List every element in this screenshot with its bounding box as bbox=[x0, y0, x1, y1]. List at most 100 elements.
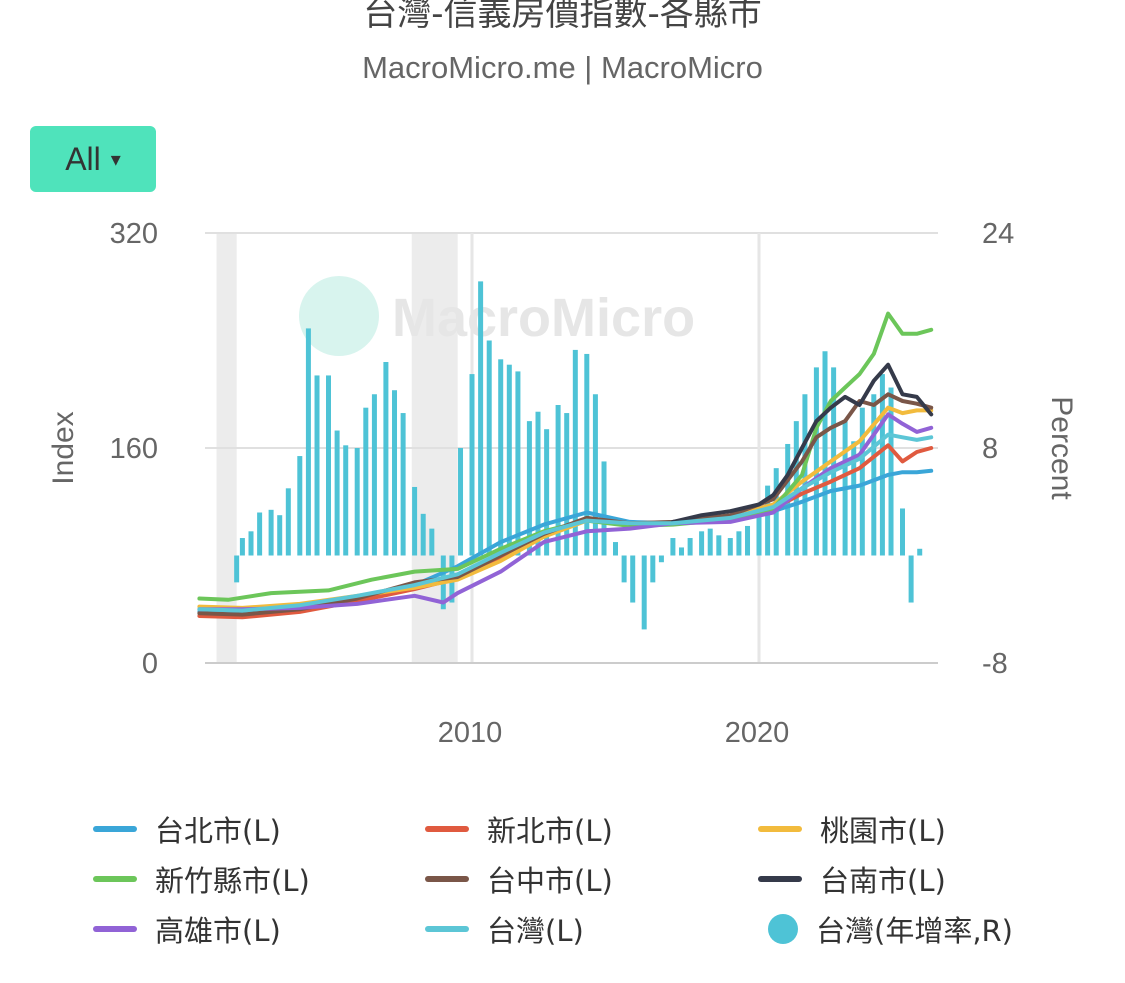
yoy-bar bbox=[277, 515, 283, 556]
yoy-bar bbox=[592, 394, 598, 556]
chart-subtitle: MacroMicro.me | MacroMicro bbox=[362, 50, 763, 85]
yoy-bar bbox=[486, 340, 492, 556]
right-axis-title: Percent bbox=[1045, 396, 1078, 500]
legend-line-icon bbox=[425, 826, 469, 832]
yoy-bar bbox=[234, 555, 240, 583]
yoy-bar bbox=[334, 430, 340, 556]
series-line-tainan bbox=[670, 362, 934, 524]
yoy-bar bbox=[420, 513, 426, 556]
right-tick-label: 24 bbox=[982, 218, 1014, 250]
yoy-bar bbox=[584, 353, 590, 556]
yoy-bar bbox=[908, 555, 914, 603]
legend-item-taoyuan[interactable]: 桃園市(L) bbox=[758, 808, 946, 850]
range-select-button[interactable]: All ▾ bbox=[30, 126, 156, 192]
legend-label: 新北市(L) bbox=[487, 814, 613, 848]
legend-item-taiwan[interactable]: 台灣(L) bbox=[425, 908, 584, 950]
yoy-bar bbox=[268, 509, 274, 556]
yoy-bar bbox=[343, 445, 349, 556]
right-tick-label: -8 bbox=[982, 648, 1008, 680]
series-line-taiwan bbox=[197, 432, 934, 613]
yoy-bar bbox=[257, 512, 263, 556]
left-tick-label: 320 bbox=[110, 218, 158, 250]
yoy-bar bbox=[716, 535, 722, 556]
index-lines bbox=[197, 311, 934, 620]
yoy-bar bbox=[621, 555, 627, 583]
legend-label: 台灣(L) bbox=[487, 914, 584, 948]
yoy-bar bbox=[658, 555, 664, 563]
legend-label: 台南市(L) bbox=[820, 864, 946, 898]
range-select-label: All bbox=[65, 140, 101, 177]
legend-item-new_taipei[interactable]: 新北市(L) bbox=[425, 808, 613, 850]
chart-legend: 台北市(L) 新北市(L) 桃園市(L) 新竹縣市(L) 台中市(L) 台南市(L) 高雄市… bbox=[0, 800, 1125, 970]
yoy-bar bbox=[670, 538, 676, 556]
legend-item-taipei[interactable]: 台北市(L) bbox=[93, 808, 281, 850]
chevron-down-icon: ▾ bbox=[110, 148, 121, 171]
yoy-bar bbox=[813, 367, 819, 556]
yoy-bar bbox=[239, 538, 245, 556]
yoy-bar bbox=[822, 351, 828, 556]
legend-line-icon bbox=[93, 926, 137, 932]
yoy-bar bbox=[544, 429, 550, 556]
yoy-bar bbox=[354, 448, 360, 556]
yoy-bar bbox=[630, 555, 636, 603]
yoy-bar bbox=[707, 528, 713, 556]
yoy-bar bbox=[650, 555, 656, 583]
yoy-bar bbox=[400, 413, 406, 556]
yoy-bar bbox=[429, 528, 435, 556]
legend-item-kaohsiung[interactable]: 高雄市(L) bbox=[93, 908, 281, 950]
yoy-bar bbox=[371, 394, 377, 556]
yoy-bar bbox=[498, 359, 504, 556]
yoy-bar bbox=[248, 531, 254, 556]
yoy-bar bbox=[412, 486, 418, 556]
yoy-bar bbox=[478, 281, 484, 556]
yoy-bar bbox=[917, 548, 923, 556]
series-line-kaohsiung bbox=[197, 412, 934, 612]
legend-label: 台北市(L) bbox=[155, 814, 281, 848]
yoy-bar bbox=[469, 374, 475, 556]
yoy-bar bbox=[526, 421, 532, 556]
legend-item-taichung[interactable]: 台中市(L) bbox=[425, 858, 613, 900]
legend-line-icon bbox=[93, 826, 137, 832]
yoy-bar bbox=[506, 364, 512, 556]
yoy-bar bbox=[535, 411, 541, 556]
yoy-bar bbox=[601, 461, 607, 556]
legend-line-icon bbox=[93, 876, 137, 882]
legend-line-icon bbox=[758, 876, 802, 882]
yoy-bar bbox=[802, 394, 808, 556]
yoy-bar bbox=[859, 407, 865, 556]
yoy-bar bbox=[900, 508, 905, 556]
yoy-bar bbox=[326, 375, 331, 556]
yoy-bar bbox=[383, 362, 389, 556]
yoy-bar bbox=[314, 375, 320, 556]
yoy-bar bbox=[285, 488, 291, 556]
legend-line-icon bbox=[425, 876, 469, 882]
yoy-bar bbox=[871, 394, 877, 556]
legend-label: 高雄市(L) bbox=[155, 914, 281, 948]
yoy-bar bbox=[687, 538, 693, 556]
legend-item-hsinchu[interactable]: 新竹縣市(L) bbox=[93, 858, 310, 900]
legend-item-yoy[interactable]: 台灣(年增率,R) bbox=[758, 908, 1013, 950]
yoy-bar bbox=[515, 371, 521, 556]
legend-label: 台中市(L) bbox=[487, 864, 613, 898]
legend-label: 台灣(年增率,R) bbox=[816, 914, 1013, 948]
yoy-bar bbox=[879, 374, 885, 556]
yoy-bar bbox=[458, 448, 464, 556]
legend-dot-icon bbox=[768, 914, 798, 944]
yoy-bar bbox=[613, 542, 618, 556]
chart-title: 台灣-信義房價指數-各縣市 bbox=[363, 0, 762, 34]
legend-item-tainan[interactable]: 台南市(L) bbox=[758, 858, 946, 900]
legend-label: 新竹縣市(L) bbox=[155, 864, 310, 898]
left-tick-label: 160 bbox=[110, 433, 158, 465]
chart-canvas: MacroMicro 0 160 320 -8 8 24 2010 2020 Index Perc… bbox=[47, 218, 1078, 749]
legend-label: 桃園市(L) bbox=[820, 814, 946, 848]
yoy-bar bbox=[736, 531, 742, 556]
yoy-bar bbox=[297, 456, 303, 556]
watermark-logo-icon bbox=[299, 276, 379, 356]
x-tick-label: 2010 bbox=[438, 717, 503, 749]
yoy-bar bbox=[305, 328, 311, 556]
yoy-bar bbox=[756, 508, 762, 556]
yoy-bar bbox=[392, 390, 398, 556]
axes: 0 160 320 -8 8 24 2010 2020 Index Percent bbox=[47, 218, 1078, 749]
left-axis-title: Index bbox=[47, 411, 80, 484]
yoy-bar bbox=[745, 525, 751, 556]
